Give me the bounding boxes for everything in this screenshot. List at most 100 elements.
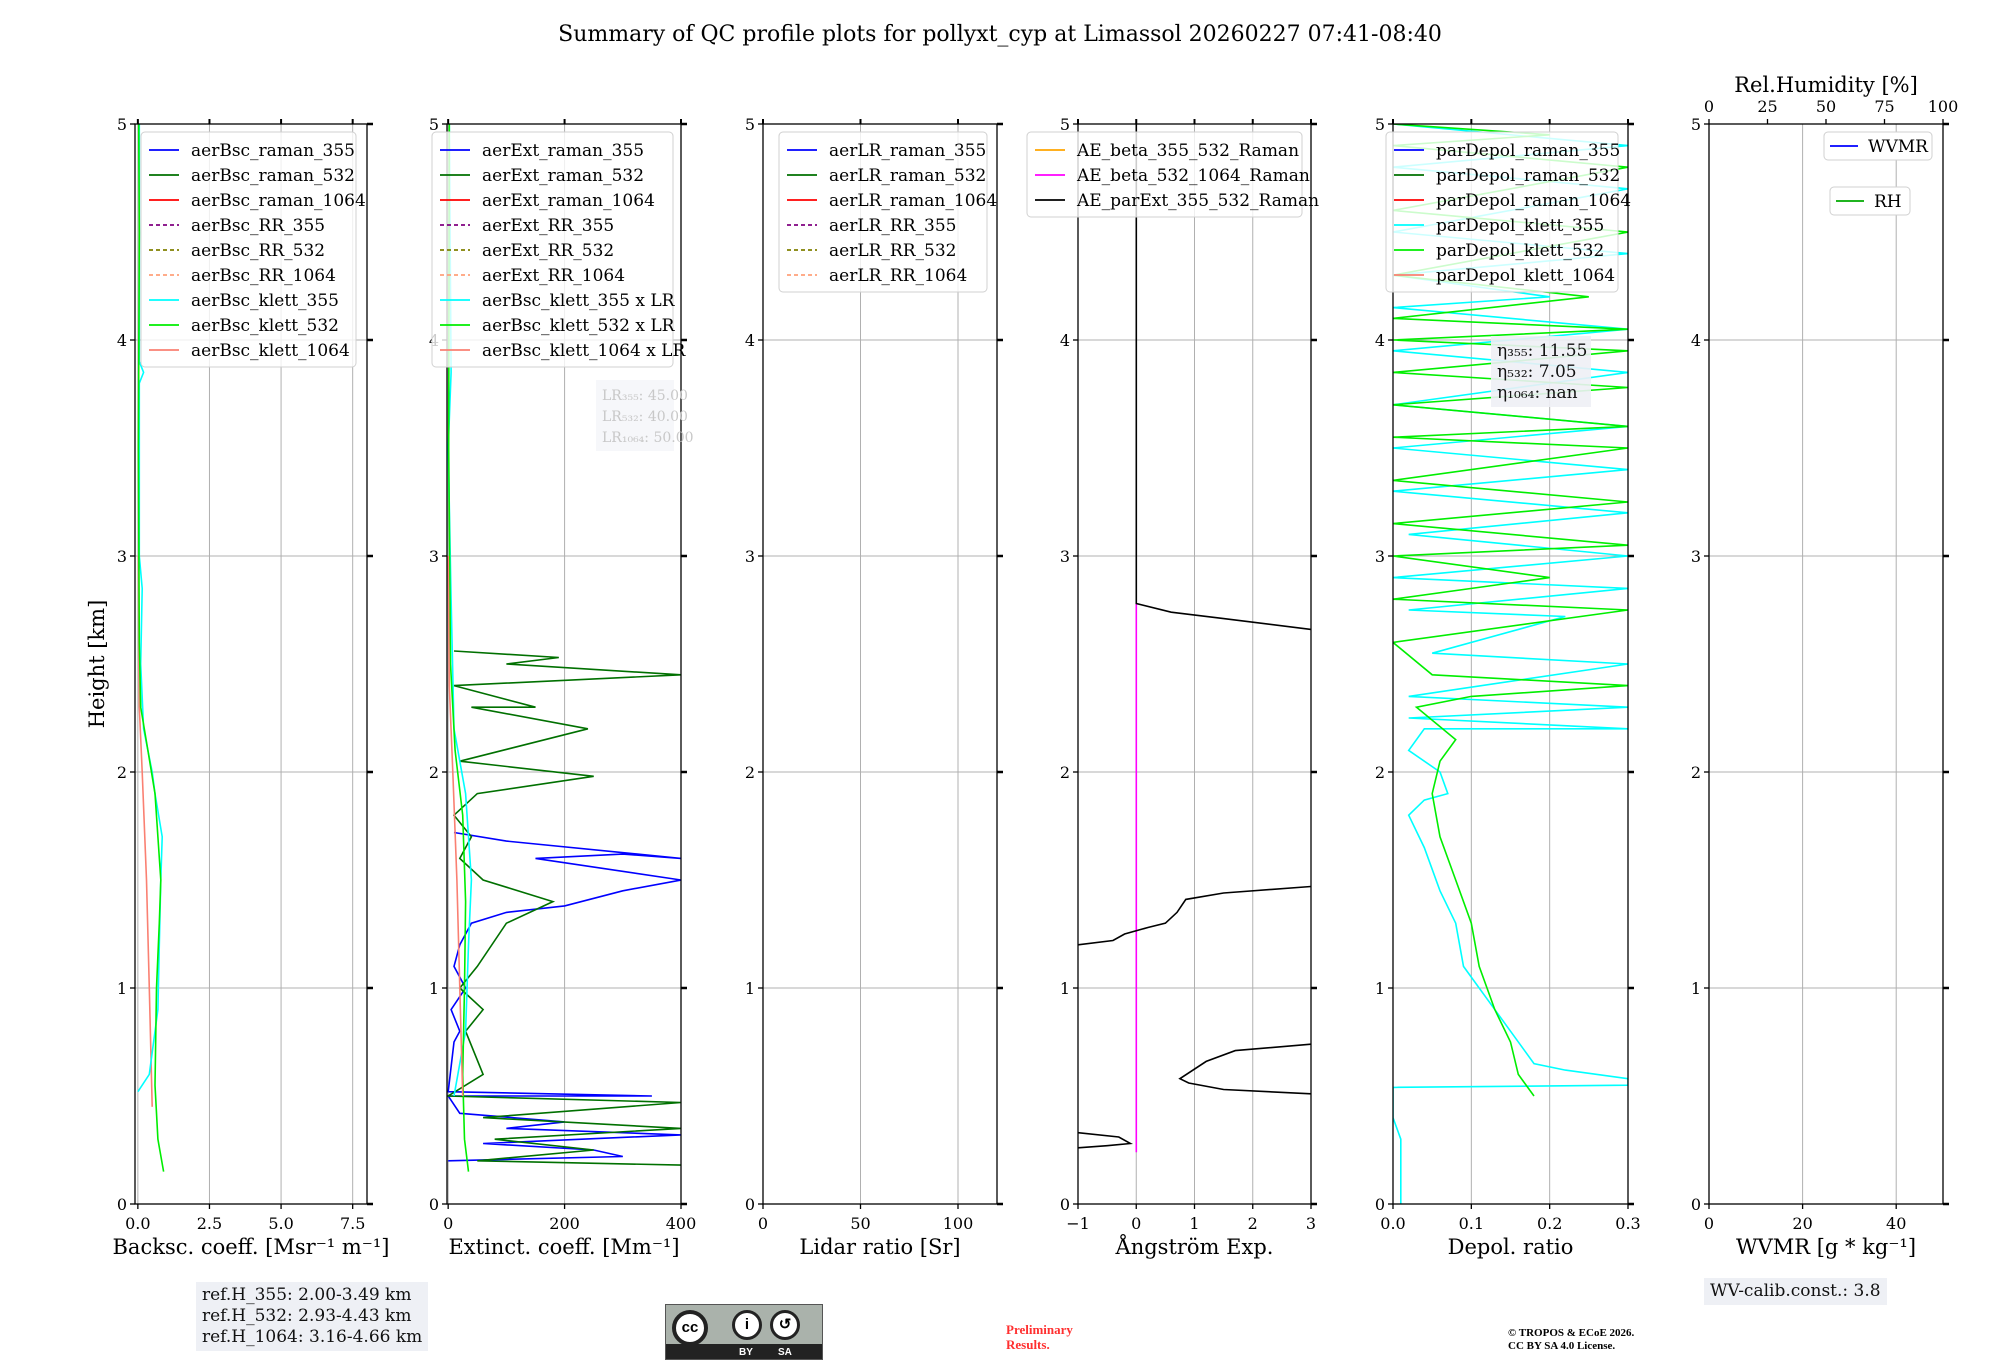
legend-box xyxy=(431,131,674,368)
series-line-AE_parExt_355_532_Raman xyxy=(1178,1043,1311,1095)
preliminary-note: Preliminary Results. xyxy=(1006,1322,1073,1352)
panel-1: 0.0 2.5 5.0 7.5 0 1 2 3 4 5 Backsc. coeff. [Msr⁻¹ … xyxy=(85,115,389,1259)
x-tick-label: 40 xyxy=(1886,1214,1906,1233)
y-tick-label: 5 xyxy=(1375,115,1385,134)
copyright-note: © TROPOS & ECoE 2026. CC BY SA 4.0 Licen… xyxy=(1508,1327,1634,1353)
x-axis-label: Extinct. coeff. [Mm⁻¹] xyxy=(448,1235,679,1259)
legend-label: aerBsc_raman_355 xyxy=(191,141,355,161)
share-alike-icon: ↺ xyxy=(770,1310,800,1340)
legend-label: AE_beta_532_1064_Raman xyxy=(1076,166,1310,186)
y-tick-label: 0 xyxy=(117,1195,127,1214)
y-tick-label: 2 xyxy=(117,763,127,782)
series-line-aerBsc_klett_1064 xyxy=(137,555,153,1107)
legend-box xyxy=(1026,131,1303,218)
legend-label: parDepol_klett_1064 xyxy=(1436,266,1615,286)
y-tick-label: 4 xyxy=(1060,331,1070,350)
series-line-aerBsc_klett_532 xyxy=(137,124,165,1172)
x-tick-label: 2 xyxy=(1248,1214,1258,1233)
series-group xyxy=(1078,124,1311,1153)
legend-label: aerBsc_klett_355 x LR xyxy=(482,291,676,311)
top-x-tick-label: 25 xyxy=(1757,97,1777,116)
x-tick-label: 5.0 xyxy=(268,1214,293,1233)
panel-2: 0200400012345Extinct. coeff. [Mm⁻¹]aerEx… xyxy=(429,115,696,1259)
axes-frame xyxy=(1392,123,1629,1205)
legend-box xyxy=(1385,131,1619,293)
y-tick-label: 0 xyxy=(1375,1195,1385,1214)
series-line-parDepol_klett_532 xyxy=(1393,124,1628,1097)
y-tick-label: 0 xyxy=(1691,1195,1701,1214)
cc-by-sa-logo: cc i ↺ BY SA xyxy=(665,1304,823,1360)
series-line-aerExt_raman_355 xyxy=(447,831,681,1162)
series-line-AE_parExt_355_532_Raman xyxy=(1135,124,1311,631)
legend-box xyxy=(778,131,988,293)
legend-box xyxy=(140,131,357,368)
legend-label: aerLR_RR_532 xyxy=(829,241,956,261)
legend-label: aerExt_raman_355 xyxy=(482,141,644,161)
legend-label: aerBsc_klett_532 xyxy=(191,316,339,336)
series-group xyxy=(447,124,681,1172)
x-tick-label: 50 xyxy=(850,1214,870,1233)
x-tick-label: 20 xyxy=(1792,1214,1812,1233)
reference-heights-box: ref.H_355: 2.00-3.49 km ref.H_532: 2.93-… xyxy=(196,1282,429,1351)
x-axis-label: Backsc. coeff. [Msr⁻¹ m⁻¹] xyxy=(113,1235,390,1259)
y-tick-label: 0 xyxy=(1060,1195,1070,1214)
y-tick-label: 2 xyxy=(745,763,755,782)
y-tick-label: 4 xyxy=(745,331,755,350)
legend-label: aerExt_RR_1064 xyxy=(482,266,625,286)
series-group xyxy=(137,124,165,1172)
legend-box xyxy=(1829,186,1911,216)
legend-label: parDepol_klett_355 xyxy=(1436,216,1604,236)
panel-6: 0 20 40 0 1 2 3 4 5 WVMR [g * kg⁻¹] 0 25 50 75 100 Rel.… xyxy=(1691,73,1958,1259)
x-tick-label: 400 xyxy=(666,1214,697,1233)
lidar-ratio-box-bg xyxy=(596,380,674,451)
y-tick-label: 5 xyxy=(429,115,439,134)
legend-label: parDepol_raman_1064 xyxy=(1436,191,1631,211)
y-tick-label: 5 xyxy=(745,115,755,134)
x-tick-label: 0.1 xyxy=(1459,1214,1484,1233)
y-tick-label: 2 xyxy=(429,763,439,782)
preliminary-line-2: Results. xyxy=(1006,1337,1050,1352)
cc-by-label: BY xyxy=(739,1347,753,1358)
y-tick-label: 1 xyxy=(1060,979,1070,998)
series-line-aerExt_raman_532 xyxy=(447,650,681,1166)
x-tick-label: 100 xyxy=(943,1214,974,1233)
y-tick-label: 1 xyxy=(745,979,755,998)
copyright-line-2: CC BY SA 4.0 License. xyxy=(1508,1340,1616,1352)
preliminary-line-1: Preliminary xyxy=(1006,1322,1073,1337)
y-tick-label: 3 xyxy=(429,547,439,566)
x-tick-label: 2.5 xyxy=(197,1214,222,1233)
y-tick-label: 5 xyxy=(1060,115,1070,134)
y-tick-label: 1 xyxy=(117,979,127,998)
legend-label: aerBsc_RR_1064 xyxy=(191,266,336,286)
x-tick-label: 0 xyxy=(1131,1214,1141,1233)
legend-label: aerLR_RR_355 xyxy=(829,216,956,236)
y-tick-label: 3 xyxy=(1060,547,1070,566)
figure-title: Summary of QC profile plots for pollyxt_… xyxy=(558,22,1442,47)
series-line-AE_parExt_355_532_Raman xyxy=(1078,1131,1134,1149)
y-tick-label: 3 xyxy=(1691,547,1701,566)
x-tick-label: 0.0 xyxy=(1380,1214,1405,1233)
x-tick-label: 0.0 xyxy=(125,1214,150,1233)
x-tick-label: 0 xyxy=(758,1214,768,1233)
cc-sa-label: SA xyxy=(778,1347,792,1358)
legend-label: parDepol_raman_532 xyxy=(1436,166,1620,186)
legend-label: aerBsc_klett_1064 xyxy=(191,341,350,361)
axes-frame xyxy=(134,123,368,1205)
series-line-aerBsc_klett_355 x LR xyxy=(447,124,473,1097)
series-line-parDepol_klett_355 xyxy=(1393,124,1628,1204)
eta-box-line: η₁₀₆₄: nan xyxy=(1497,383,1578,403)
legend-label: aerExt_RR_532 xyxy=(482,241,614,261)
y-tick-label: 4 xyxy=(1691,331,1701,350)
x-tick-label: 0 xyxy=(1704,1214,1714,1233)
legend-label: aerBsc_klett_532 x LR xyxy=(482,316,676,336)
y-tick-label: 0 xyxy=(429,1195,439,1214)
wv-calibration-box: WV-calib.const.: 3.8 xyxy=(1704,1278,1887,1305)
axes-frame xyxy=(762,123,998,1205)
y-tick-label: 3 xyxy=(1375,547,1385,566)
lidar-ratio-box-line: LR₅₃₂: 40.00 xyxy=(602,409,688,425)
y-tick-label: 2 xyxy=(1060,763,1070,782)
top-axis-label: Rel.Humidity [%] xyxy=(1734,73,1918,97)
legend-label: parDepol_klett_532 xyxy=(1436,241,1604,261)
x-tick-label: 1 xyxy=(1189,1214,1199,1233)
